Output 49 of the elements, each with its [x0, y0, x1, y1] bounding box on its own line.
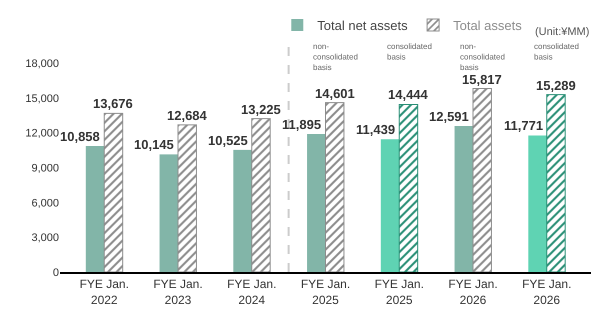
- text: 10,145: [134, 137, 174, 152]
- text: 12,684: [167, 108, 207, 123]
- annotation: non- consolidated basis: [460, 42, 505, 72]
- text: Total assets: [453, 18, 522, 34]
- text: 14,601: [315, 86, 355, 101]
- text: 11,771: [504, 118, 544, 133]
- text: 15,289: [536, 78, 576, 93]
- text: 10,858: [60, 129, 100, 144]
- text: (Unit:¥MM): [535, 26, 590, 38]
- bar: [546, 94, 566, 272]
- bar: [380, 139, 400, 272]
- text: 15,817: [462, 72, 502, 87]
- x-tick-label: FYE Jan. 2022: [80, 277, 129, 307]
- y-tick-label: 12,000: [25, 128, 59, 140]
- text: 13,676: [93, 96, 133, 111]
- annotation: consolidated basis: [387, 42, 432, 62]
- bar: [233, 150, 252, 272]
- y-tick-label: 9,000: [31, 162, 59, 174]
- y-tick-label: 18,000: [25, 58, 59, 70]
- legend-label: Total net assets: [317, 18, 408, 34]
- x-tick-label: FYE Jan. 2023: [153, 277, 203, 307]
- bar: [307, 134, 326, 272]
- bar: [325, 102, 344, 272]
- bar: [104, 112, 124, 272]
- text: 11,895: [282, 117, 322, 132]
- x-tick-label: FYE Jan. 2024: [227, 277, 276, 307]
- bar: [178, 124, 197, 272]
- annotation: non- consolidated basis: [313, 42, 358, 72]
- y-tick-label: 0: [52, 266, 59, 279]
- bar: [160, 154, 178, 272]
- x-tick-label: FYE Jan. 2025: [300, 277, 350, 307]
- text: 12,591: [429, 109, 469, 124]
- text: 14,444: [388, 87, 428, 102]
- y-tick-label: 3,000: [31, 232, 59, 244]
- bar: [472, 88, 492, 272]
- bar: [528, 135, 547, 272]
- text: 10,525: [208, 133, 248, 148]
- bar: [86, 146, 104, 272]
- y-tick-label: 6,000: [31, 197, 59, 210]
- y-tick-label: 15,000: [25, 92, 59, 105]
- bar: [251, 118, 271, 272]
- x-tick-label: FYE Jan. 2026: [448, 277, 498, 307]
- text: 13,225: [241, 102, 281, 117]
- bar: [398, 104, 418, 272]
- x-tick-label: FYE Jan. 2025: [374, 277, 424, 307]
- bar: [454, 126, 473, 272]
- text: 11,439: [356, 122, 396, 137]
- annotation: consolidated basis: [534, 42, 579, 62]
- x-tick-label: FYE Jan. 2026: [522, 277, 572, 307]
